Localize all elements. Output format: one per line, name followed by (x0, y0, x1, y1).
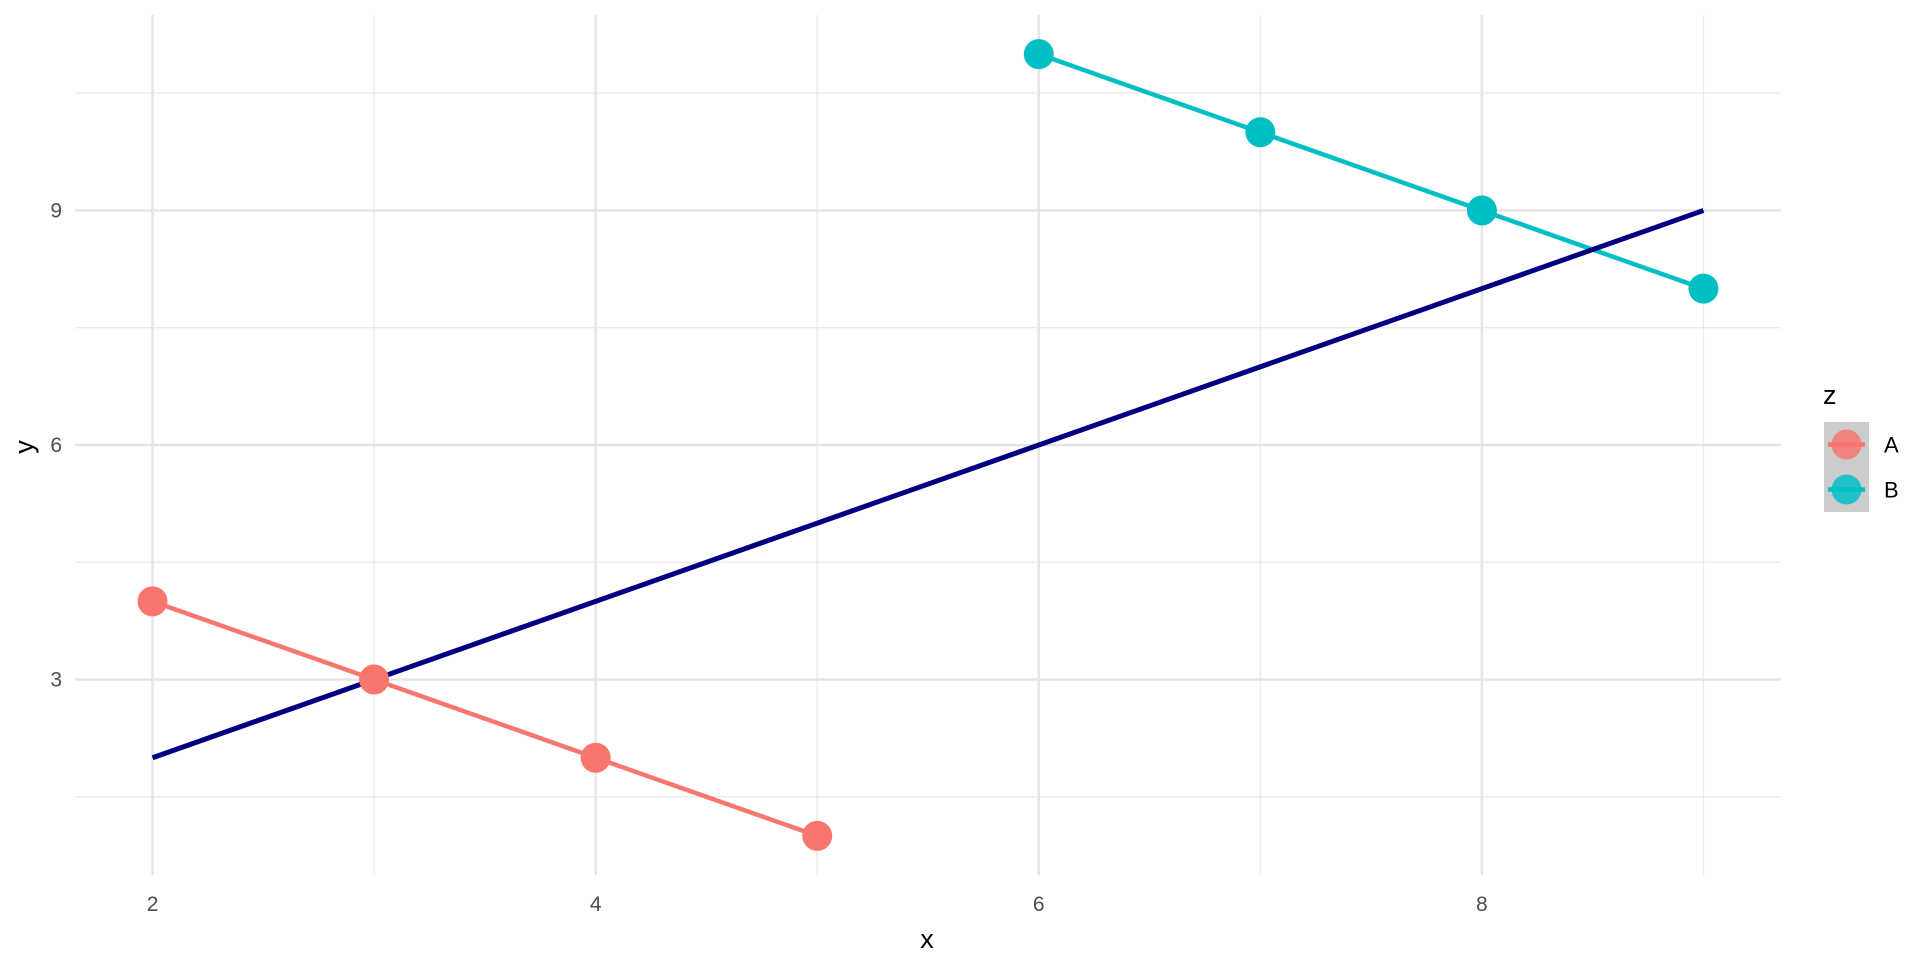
series-line-a (151, 599, 818, 839)
data-point-b (1688, 273, 1719, 304)
reference-line (151, 208, 1705, 761)
data-point-b (1023, 39, 1054, 70)
legend-title: z (1823, 380, 1837, 410)
x-tick-labels: 2 4 6 8 (147, 893, 1488, 916)
y-tick-labels: 3 6 9 (50, 199, 62, 691)
y-tick-label: 6 (50, 434, 62, 457)
x-tick-label: 4 (590, 893, 602, 916)
legend: z AB (1823, 380, 1899, 512)
y-tick-label: 9 (50, 199, 62, 222)
grid-minor (75, 15, 1781, 875)
legend-label-b: B (1884, 478, 1899, 503)
data-point-a (802, 820, 833, 851)
x-tick-label: 6 (1033, 893, 1045, 916)
data-point-b (1245, 117, 1276, 148)
legend-label-a: A (1884, 433, 1899, 458)
legend-keys: AB (1824, 422, 1899, 512)
x-axis-title: x (920, 924, 934, 954)
data-point-a (137, 586, 168, 617)
data-point-b (1466, 195, 1497, 226)
data-point-a (580, 742, 611, 773)
legend-key-point-b (1831, 474, 1862, 505)
x-tick-label: 8 (1476, 893, 1488, 916)
y-tick-label: 3 (50, 669, 62, 692)
x-tick-label: 2 (147, 893, 159, 916)
data-point-a (359, 664, 390, 695)
legend-key-point-a (1831, 429, 1862, 460)
series-points (137, 39, 1719, 851)
series-lines (151, 51, 1705, 839)
y-axis-title: y (9, 440, 39, 454)
